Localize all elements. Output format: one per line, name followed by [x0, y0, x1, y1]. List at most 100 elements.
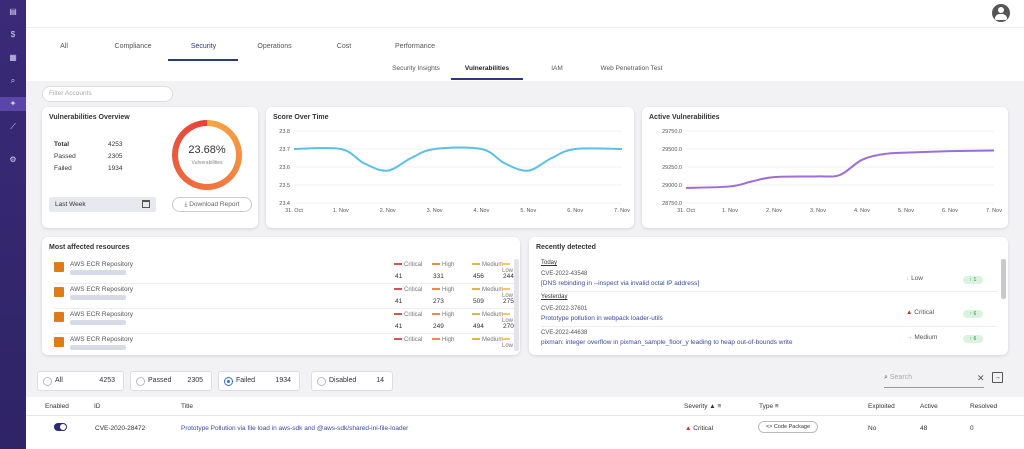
series-line [293, 146, 623, 172]
resource-row[interactable]: AWS ECR Repository Critical 41 High 273 Mediu… [54, 284, 516, 309]
resources-card: Most affected resources AWS ECR Reposito… [42, 237, 520, 355]
resource-id-blurred [70, 270, 126, 275]
row-severity: ▲ Critical [685, 425, 714, 432]
severity-label-critical: Critical [394, 337, 422, 343]
tab-security[interactable]: Security [190, 43, 217, 50]
severity-label-low: Low [502, 287, 516, 299]
overview-card: Vulnerabilities Overview Total 4253 Pass… [42, 107, 258, 228]
count-badge: ↑ 6 [963, 310, 983, 318]
row-id: CVE-2020-28472 [95, 425, 146, 432]
row-title-link[interactable]: Prototype Pollution via file load in aws… [181, 425, 409, 432]
series-line [685, 149, 995, 189]
active-chart-title: Active Vulnerabilities [649, 114, 720, 121]
x-tick-label: 5. Nov [898, 208, 914, 214]
failed-value: 1934 [108, 165, 123, 172]
x-tick-label: 31. Oct [285, 208, 303, 214]
settings-icon[interactable]: ⚙ [9, 155, 17, 164]
severity-count-medium: 494 [473, 323, 484, 330]
header-divider [26, 415, 1024, 416]
yesterday-label: Yesterday [541, 294, 568, 300]
filter-passed[interactable]: Passed 2305 [130, 371, 212, 391]
grid-icon[interactable]: ▦ [9, 53, 17, 62]
subtab-iam[interactable]: IAM [551, 65, 563, 72]
tab-performance[interactable]: Performance [394, 43, 436, 50]
count-badge: ↑ 6 [963, 335, 983, 343]
search-input[interactable]: ⌕ Search [884, 374, 984, 388]
period-value: Last Week [55, 201, 86, 208]
subtab-underline [451, 78, 523, 80]
account-icon[interactable] [992, 4, 1010, 22]
topbar [26, 0, 1024, 28]
active-chart-card: Active Vulnerabilities 29750.0 29500.0 292… [642, 107, 1008, 228]
col-type[interactable]: Type ≡ [759, 403, 779, 410]
filter-disabled[interactable]: Disabled 14 [311, 371, 393, 391]
aws-ecr-icon [54, 312, 64, 322]
aws-ecr-icon [54, 262, 64, 272]
sidebar: ▤ $ ▦ ⌕ ✦ ⟋ ⚙ [0, 0, 26, 449]
period-select[interactable]: Last Week [49, 197, 156, 212]
donut-caption: Vulnerabilities [191, 160, 223, 166]
subtab-security-insights[interactable]: Security Insights [392, 65, 440, 72]
severity-label-critical: Critical [394, 312, 422, 318]
recent-title-link[interactable]: Prototype pollution in webpack loader-ut… [541, 315, 663, 322]
severity-count-high: 249 [433, 323, 444, 330]
dashboard-icon[interactable]: ▤ [9, 7, 17, 16]
download-report-button[interactable]: ⤓ Download Report [172, 197, 252, 212]
severity-count-high: 273 [433, 298, 444, 305]
arrow-down-icon: ↓ [906, 275, 912, 282]
resource-name: AWS ECR Repository [70, 336, 133, 343]
filter-accounts-input[interactable]: Filter Accounts [42, 86, 173, 102]
x-tick-label: 2. Nov [766, 208, 782, 214]
tab-compliance[interactable]: Compliance [114, 43, 152, 50]
y-tick-label: 29750.0 [662, 129, 682, 135]
donut-percent: 23.68% [188, 144, 226, 156]
radio-failed[interactable] [224, 377, 233, 386]
resource-name: AWS ECR Repository [70, 261, 133, 268]
recent-title-link[interactable]: pixman: integer overflow in pixman_sampl… [541, 339, 793, 346]
severity-medium: → Medium [906, 334, 938, 341]
severity-label-high: High [432, 337, 454, 343]
col-severity[interactable]: Severity ▲ ≡ [684, 403, 722, 410]
tab-all[interactable]: All [60, 43, 68, 50]
enabled-toggle[interactable] [54, 423, 67, 431]
export-icon[interactable]: → [992, 372, 1003, 383]
resource-row[interactable]: AWS ECR Repository Critical 41 High 331 Mediu… [54, 259, 516, 284]
download-label: Download Report [189, 201, 240, 208]
resource-name: AWS ECR Repository [70, 286, 133, 293]
x-tick-label: 2. Nov [380, 208, 396, 214]
tab-operations[interactable]: Operations [257, 43, 292, 50]
filter-all[interactable]: All 4253 [37, 371, 124, 391]
search-icon[interactable]: ⌕ [10, 76, 16, 85]
type-pill: <> Code Package [758, 421, 818, 433]
row-exploited: No [868, 425, 877, 432]
radio-passed[interactable] [136, 377, 145, 386]
radio-disabled[interactable] [317, 377, 326, 386]
x-tick-label: 5. Nov [520, 208, 536, 214]
download-icon: ⤓ [184, 201, 190, 208]
warning-icon: ▲ [906, 309, 915, 316]
trend-icon[interactable]: ⟋ [10, 122, 16, 131]
failed-label: Failed [54, 165, 72, 172]
radio-all[interactable] [43, 377, 52, 386]
severity-low: ↓ Low [906, 275, 923, 282]
severity-count-critical: 41 [395, 298, 403, 305]
resource-row[interactable]: AWS ECR Repository Critical High Medium Low [54, 334, 516, 355]
dollar-icon[interactable]: $ [10, 30, 16, 39]
recent-scrollbar[interactable] [1001, 259, 1006, 299]
col-resolved: Resolved [970, 403, 998, 410]
bulb-icon[interactable]: ✦ [0, 97, 26, 111]
subtab-vulnerabilities[interactable]: Vulnerabilities [464, 65, 510, 72]
recent-title-link[interactable]: [DNS rebinding in --inspect via invalid … [541, 280, 700, 287]
resource-row[interactable]: AWS ECR Repository Critical 41 High 249 Mediu… [54, 309, 516, 334]
code-icon: <> [765, 424, 774, 430]
severity-count-low: 244 [503, 273, 514, 280]
main: All Compliance Security Operations Cost … [26, 28, 1024, 449]
resources-scrollbar[interactable] [514, 259, 519, 351]
subtab-web-penetration-test[interactable]: Web Penetration Test [600, 65, 663, 72]
clear-icon[interactable]: ✕ [977, 373, 985, 383]
severity-count-critical: 41 [395, 273, 403, 280]
x-tick-label: 1. Nov [722, 208, 738, 214]
filter-failed[interactable]: Failed 1934 [218, 371, 300, 391]
tab-cost[interactable]: Cost [336, 43, 352, 50]
resource-name: AWS ECR Repository [70, 311, 133, 318]
